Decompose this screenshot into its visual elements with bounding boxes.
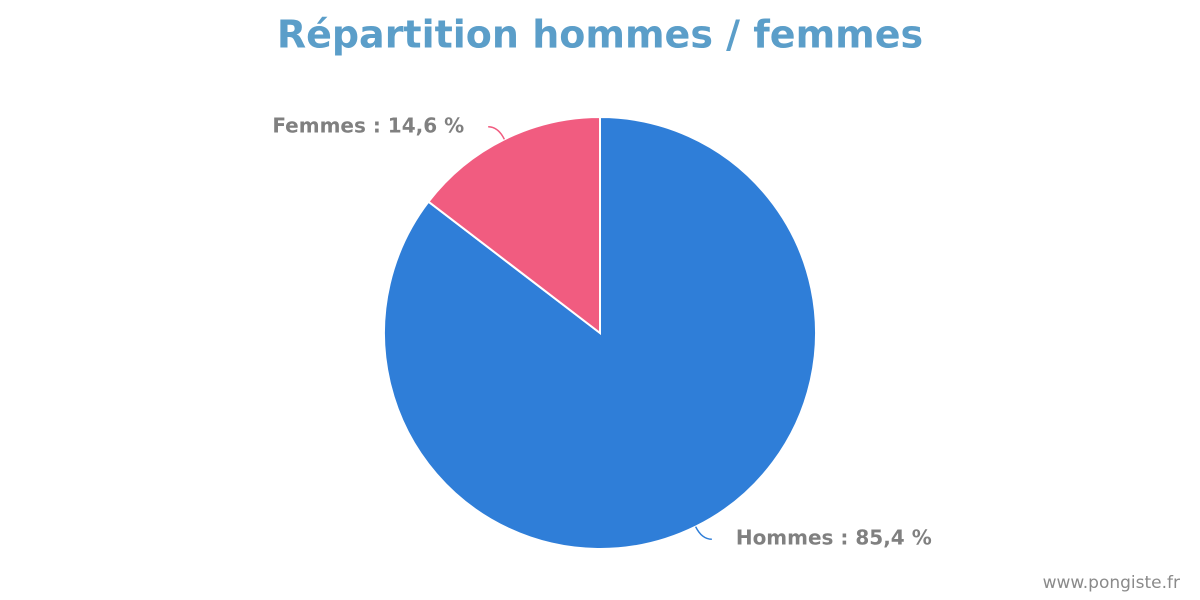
data-label: Hommes : 85,4 % xyxy=(736,526,932,550)
label-connector xyxy=(694,526,712,540)
label-connector xyxy=(488,126,506,140)
source-credit: www.pongiste.fr xyxy=(1043,573,1180,593)
data-label: Femmes : 14,6 % xyxy=(272,113,464,137)
chart-title: Répartition hommes / femmes xyxy=(277,13,923,57)
pie-slice xyxy=(427,115,601,336)
